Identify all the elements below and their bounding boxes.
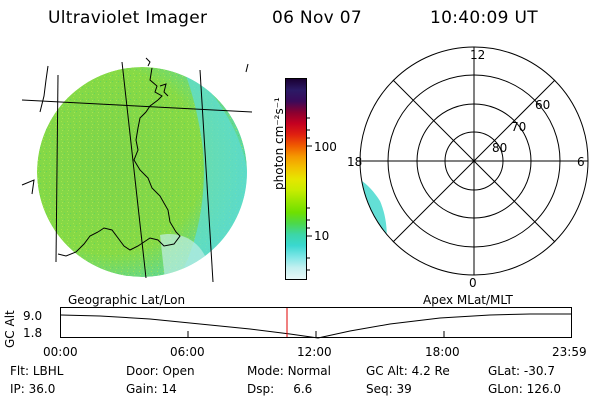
app-title: Ultraviolet Imager xyxy=(48,8,208,28)
mlt-label-6: 6 xyxy=(577,155,585,169)
timeline-y-label-bottom: 1.8 xyxy=(23,326,43,340)
info-glat: GLat: -30.7 xyxy=(488,364,555,378)
timeline-x-label-1800: 18:00 xyxy=(425,345,460,359)
time-label: 10:40:09 UT xyxy=(430,8,538,28)
geographic-image-panel xyxy=(21,57,253,283)
lat-lon-grid xyxy=(21,61,253,283)
mlt-label-12: 12 xyxy=(470,48,486,62)
polar-aurora-patch xyxy=(360,176,387,249)
info-seq: Seq: 39 xyxy=(366,382,412,396)
info-filter: Flt: LBHL xyxy=(10,364,64,378)
date-label: 06 Nov 07 xyxy=(272,8,362,28)
timeline-axis-title: GC Alt xyxy=(3,310,17,348)
mlt-label-0: 0 xyxy=(469,276,477,290)
info-mode: Mode: Normal xyxy=(247,364,331,378)
timeline-x-label-2359: 23:59 xyxy=(552,345,587,359)
info-dsp: Dsp: 6.6 xyxy=(247,382,313,396)
geo-panel-label: Geographic Lat/Lon xyxy=(68,293,186,307)
lat-label-80: 80 xyxy=(492,141,508,155)
info-glon: GLon: 126.0 xyxy=(488,382,561,396)
lat-label-70: 70 xyxy=(511,120,527,134)
timeline-x-label-0600: 06:00 xyxy=(170,345,205,359)
polar-panel-label: Apex MLat/MLT xyxy=(423,293,513,307)
mlt-label-18: 18 xyxy=(347,155,363,169)
altitude-timeline xyxy=(60,307,572,339)
timeline-y-label-top: 9.0 xyxy=(23,309,43,323)
altitude-curve xyxy=(60,313,571,339)
timeline-x-label-0000: 00:00 xyxy=(43,345,78,359)
polar-plot xyxy=(359,46,589,276)
info-door: Door: Open xyxy=(126,364,195,378)
colorbar-tick-100: 100 xyxy=(314,140,337,154)
colorbar-tick-10: 10 xyxy=(314,229,330,243)
lat-label-60: 60 xyxy=(535,98,551,112)
colorbar xyxy=(285,78,307,280)
colorbar-ticks xyxy=(307,117,312,271)
timeline-x-label-1200: 12:00 xyxy=(297,345,332,359)
colorbar-unit-label: photon cm⁻²s⁻¹ xyxy=(272,97,286,190)
info-gc-alt: GC Alt: 4.2 Re xyxy=(366,364,450,378)
polar-grid xyxy=(359,46,589,276)
info-gain: Gain: 14 xyxy=(126,382,177,396)
info-ip: IP: 36.0 xyxy=(10,382,56,396)
